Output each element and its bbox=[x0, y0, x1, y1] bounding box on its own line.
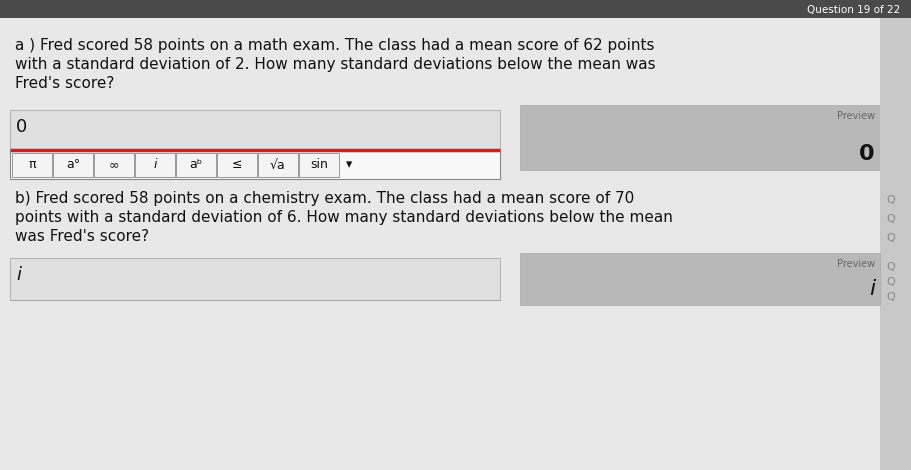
FancyBboxPatch shape bbox=[10, 110, 500, 150]
Text: √a: √a bbox=[271, 158, 286, 172]
Text: ∞: ∞ bbox=[108, 158, 119, 172]
FancyBboxPatch shape bbox=[176, 153, 216, 177]
Text: with a standard deviation of 2. How many standard deviations below the mean was: with a standard deviation of 2. How many… bbox=[15, 57, 656, 72]
FancyBboxPatch shape bbox=[0, 18, 911, 470]
FancyBboxPatch shape bbox=[94, 153, 134, 177]
FancyBboxPatch shape bbox=[53, 153, 93, 177]
Text: aᵇ: aᵇ bbox=[189, 158, 202, 172]
Text: a ) Fred scored 58 points on a math exam. The class had a mean score of 62 point: a ) Fred scored 58 points on a math exam… bbox=[15, 38, 654, 53]
Text: was Fred's score?: was Fred's score? bbox=[15, 229, 149, 244]
Text: π: π bbox=[28, 158, 36, 172]
Text: Preview: Preview bbox=[837, 259, 875, 269]
FancyBboxPatch shape bbox=[10, 258, 500, 300]
FancyBboxPatch shape bbox=[258, 153, 298, 177]
Text: Q: Q bbox=[886, 292, 895, 302]
Text: Q: Q bbox=[886, 277, 895, 287]
Text: Q: Q bbox=[886, 214, 895, 224]
Text: Q: Q bbox=[886, 262, 895, 272]
Text: Preview: Preview bbox=[837, 111, 875, 121]
FancyBboxPatch shape bbox=[12, 153, 52, 177]
Text: Q: Q bbox=[886, 195, 895, 205]
FancyBboxPatch shape bbox=[299, 153, 339, 177]
FancyBboxPatch shape bbox=[880, 18, 911, 470]
FancyBboxPatch shape bbox=[520, 253, 880, 305]
Text: 0: 0 bbox=[16, 118, 27, 136]
FancyBboxPatch shape bbox=[10, 151, 500, 179]
FancyBboxPatch shape bbox=[0, 0, 911, 18]
FancyBboxPatch shape bbox=[217, 153, 257, 177]
Text: Q: Q bbox=[886, 233, 895, 243]
Text: ≤: ≤ bbox=[231, 158, 242, 172]
Text: points with a standard deviation of 6. How many standard deviations below the me: points with a standard deviation of 6. H… bbox=[15, 210, 673, 225]
Text: Question 19 of 22: Question 19 of 22 bbox=[807, 5, 900, 15]
Text: i: i bbox=[153, 158, 157, 172]
Text: i: i bbox=[869, 279, 875, 299]
Text: ▾: ▾ bbox=[346, 158, 353, 172]
Text: a°: a° bbox=[66, 158, 80, 172]
FancyBboxPatch shape bbox=[135, 153, 175, 177]
Text: 0: 0 bbox=[859, 144, 875, 164]
Text: b) Fred scored 58 points on a chemistry exam. The class had a mean score of 70: b) Fred scored 58 points on a chemistry … bbox=[15, 191, 634, 206]
Text: i: i bbox=[16, 266, 21, 284]
Text: sin: sin bbox=[310, 158, 328, 172]
Text: Fred's score?: Fred's score? bbox=[15, 76, 115, 91]
FancyBboxPatch shape bbox=[520, 105, 880, 170]
